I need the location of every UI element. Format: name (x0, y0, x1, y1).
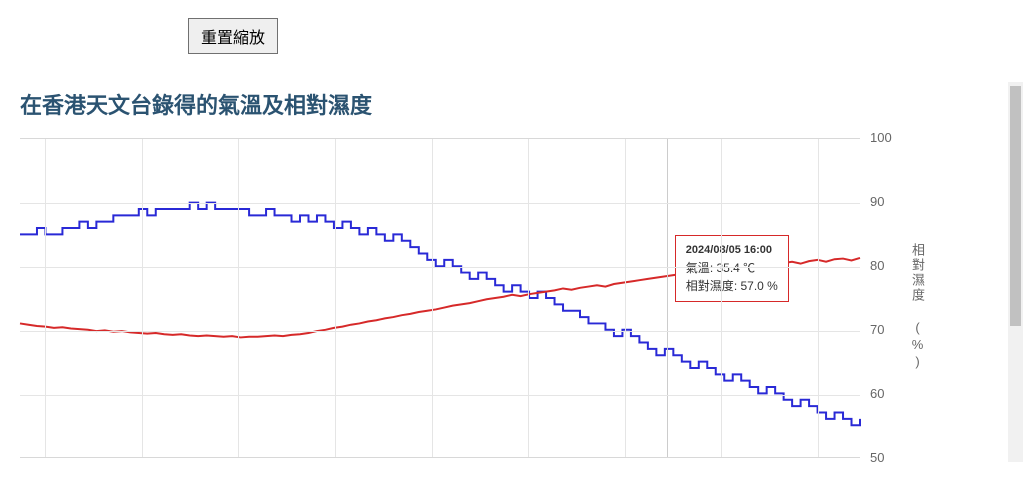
tooltip-row-label: 相對濕度 (686, 279, 734, 293)
tooltip-row: 相對濕度: 57.0 % (686, 277, 778, 295)
page-scrollbar[interactable] (1008, 82, 1023, 462)
chart-crosshair (667, 139, 668, 457)
y-axis-right-tick: 90 (870, 194, 884, 209)
chart-gridline-v (432, 139, 433, 457)
chart-tooltip: 2024/08/05 16:00 氣溫: 35.4 ℃ 相對濕度: 57.0 % (675, 235, 789, 302)
y-axis-right-tick: 80 (870, 258, 884, 273)
tooltip-title: 2024/08/05 16:00 (686, 242, 778, 259)
chart-gridline-v (818, 139, 819, 457)
y-axis-right-label: 相對濕度 (%) (908, 243, 927, 371)
chart-plot-area[interactable]: 2024/08/05 16:00 氣溫: 35.4 ℃ 相對濕度: 57.0 % (20, 138, 860, 458)
tooltip-row-value: 57.0 % (740, 279, 777, 293)
scrollbar-thumb[interactable] (1010, 86, 1021, 326)
reset-zoom-button[interactable]: 重置縮放 (188, 18, 278, 54)
chart-gridline-v (528, 139, 529, 457)
chart-title: 在香港天文台錄得的氣溫及相對濕度 (20, 88, 372, 120)
chart-gridline-h (20, 331, 860, 332)
y-axis-right-tick: 100 (870, 130, 892, 145)
chart-gridline-h (20, 203, 860, 204)
chart-gridline-v (721, 139, 722, 457)
chart-gridline-v (238, 139, 239, 457)
chart-gridline-v (142, 139, 143, 457)
chart-gridline-v (625, 139, 626, 457)
chart-gridline-v (45, 139, 46, 457)
y-axis-right-tick: 50 (870, 450, 884, 465)
y-axis-right-tick: 60 (870, 386, 884, 401)
y-axis-right-tick: 70 (870, 322, 884, 337)
chart-gridline-h (20, 395, 860, 396)
chart-gridline-h (20, 267, 860, 268)
chart-gridline-v (335, 139, 336, 457)
